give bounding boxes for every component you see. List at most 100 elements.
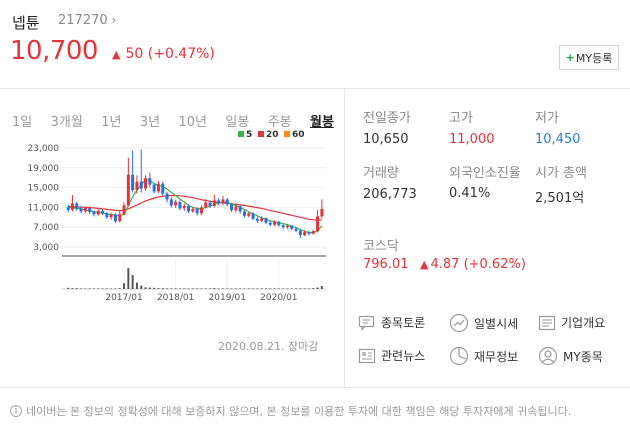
candle-body [281, 225, 285, 228]
candle-body [79, 208, 83, 212]
price-change: ▲ 50 (+0.47%) [112, 46, 215, 62]
stat-label: 거래량 [363, 166, 399, 181]
stat-low: 저가 10,450 [535, 110, 581, 147]
volume-bar [174, 288, 177, 289]
volume-bar [307, 288, 310, 289]
volume-bar [260, 288, 263, 289]
candle-body [105, 213, 109, 218]
volume-bar [277, 288, 280, 289]
volume-bar [157, 288, 160, 289]
tab-10y[interactable]: 10년 [178, 115, 207, 130]
candle-body [199, 207, 203, 214]
link-company-overview[interactable]: 기업개요 [538, 314, 605, 331]
volume-bar [161, 288, 164, 289]
volume-bar [187, 288, 190, 289]
candle-body [66, 207, 70, 210]
candle-body [131, 174, 135, 191]
link-daily-price[interactable]: 일별시세 [449, 313, 518, 333]
kosdaq-change-percent: (+0.62%) [463, 257, 526, 272]
period-tabs: 1일 3개월 1년 3년 10년 일봉 주봉 월봉 [12, 111, 334, 130]
link-discussion[interactable]: 종목토론 [358, 314, 425, 331]
tab-3y[interactable]: 3년 [139, 115, 161, 130]
change-amount: 50 [125, 46, 144, 62]
volume-bar [290, 288, 293, 289]
candle-body [290, 225, 294, 229]
legend-swatch [284, 131, 290, 137]
volume-bar [221, 288, 224, 289]
candle-body [126, 174, 130, 206]
volume-bar [196, 288, 199, 289]
tab-weekly[interactable]: 주봉 [267, 115, 292, 130]
volume-bar [230, 288, 233, 289]
document-icon [538, 315, 556, 330]
trend-icon [449, 313, 469, 333]
candle-body [139, 181, 143, 189]
candle-body [92, 211, 96, 215]
volume-bar [247, 288, 250, 289]
tab-3m[interactable]: 3개월 [50, 115, 83, 130]
candle-body [165, 193, 169, 200]
volume-bar [178, 288, 181, 289]
tab-monthly[interactable]: 월봉 [310, 115, 334, 130]
volume-bar [75, 288, 78, 289]
candle-body [178, 201, 182, 209]
volume-bar [170, 288, 173, 289]
volume-bar [140, 285, 143, 289]
stat-value: 10,450 [535, 132, 581, 147]
candle-body [187, 205, 191, 212]
volume-bar [243, 288, 246, 289]
volume-bar [101, 288, 104, 289]
legend-label: 60 [292, 130, 305, 140]
volume-bar [97, 288, 100, 289]
volume-bar [209, 288, 212, 289]
candle-body [277, 221, 281, 226]
candle-body [83, 207, 87, 212]
candle-body [225, 199, 229, 205]
volume-bar [84, 288, 87, 289]
candle-body [311, 231, 315, 234]
plus-icon: + [565, 51, 575, 64]
link-label: 일별시세 [474, 316, 519, 331]
candle-body [208, 202, 212, 206]
link-label: MY종목 [563, 349, 603, 364]
disclaimer: i 네이버는 본 정보의 정확성에 대해 보증하지 않으며, 본 정보를 이용한… [10, 403, 571, 419]
candle-body [204, 202, 208, 208]
link-related-news[interactable]: 관련뉴스 [358, 347, 425, 364]
volume-bar [135, 282, 138, 289]
tab-daily[interactable]: 일봉 [225, 115, 250, 130]
volume-bar [118, 288, 121, 289]
stat-label: 외국인소진율 [449, 166, 521, 181]
stat-value: 2,501억 [535, 191, 585, 206]
link-label: 관련뉴스 [381, 349, 426, 363]
volume-bar [299, 288, 302, 289]
link-financial-info[interactable]: 재무정보 [449, 346, 518, 366]
volume-bar [286, 288, 289, 289]
y-tick-label: 11,000 [28, 203, 59, 213]
candle-body [221, 199, 225, 204]
tab-1d[interactable]: 1일 [12, 115, 33, 130]
volume-bar [234, 288, 237, 289]
candle-body [320, 208, 324, 217]
candle-body [70, 203, 74, 210]
my-register-button[interactable]: + MY등록 [559, 45, 619, 70]
volume-bar [166, 288, 169, 289]
candle-body [303, 232, 307, 236]
volume-bar [131, 275, 134, 289]
link-label: 재무정보 [474, 349, 519, 364]
volume-bar [144, 287, 147, 289]
link-my-stocks[interactable]: MY종목 [538, 346, 603, 366]
volume-bar [92, 288, 95, 289]
volume-bar [153, 287, 156, 289]
volume-bar [200, 288, 203, 289]
stock-code: 217270 [58, 13, 108, 28]
stat-label: 고가 [449, 111, 473, 126]
link-label: 기업개요 [561, 316, 606, 330]
tab-1y[interactable]: 1년 [101, 115, 122, 130]
volume-bar [71, 288, 74, 289]
stock-code-link[interactable]: 217270 › [58, 13, 116, 28]
volume-bar [105, 288, 108, 289]
candle-body [135, 181, 139, 191]
candle-body [242, 211, 246, 216]
candle-body [148, 178, 152, 185]
x-tick-label: 2017/01 [105, 293, 142, 302]
